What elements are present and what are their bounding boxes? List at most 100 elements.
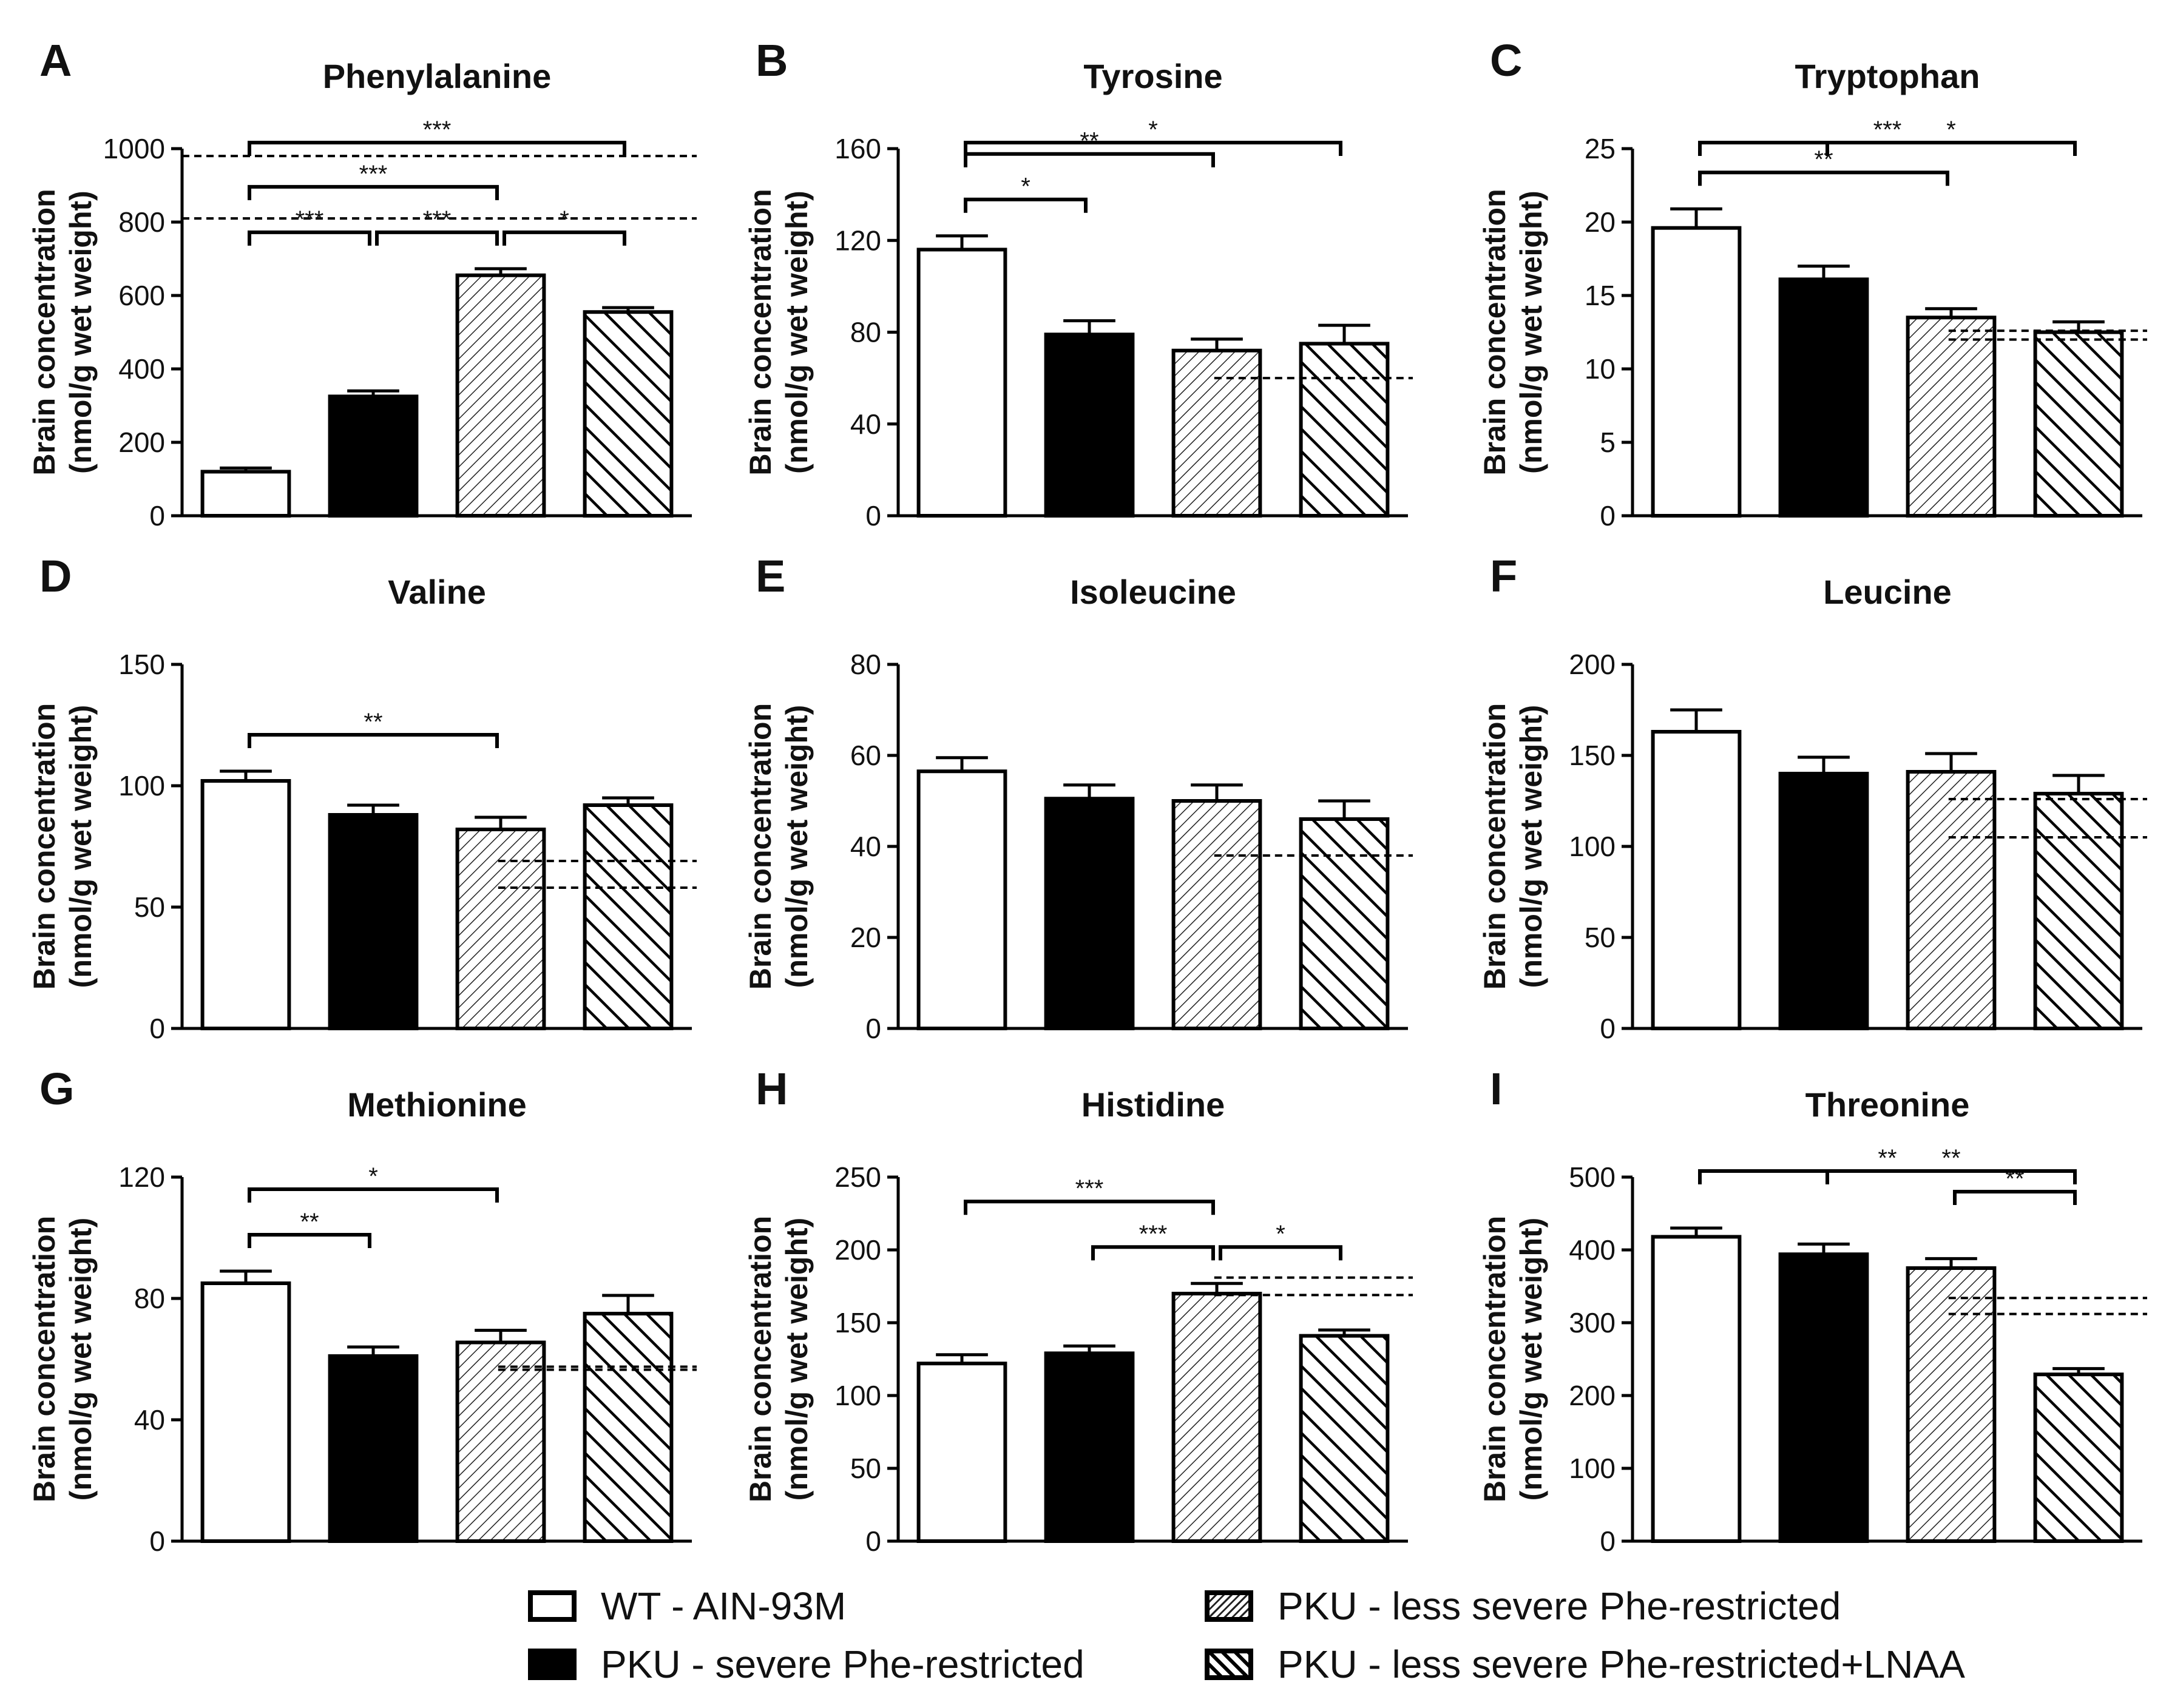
chart-title: Phenylalanine [323, 57, 552, 95]
y-axis-label: Brain concentration [743, 703, 777, 990]
significance-bracket [964, 152, 1215, 167]
bar-wt [200, 779, 291, 1030]
y-tick-label: 0 [149, 500, 165, 532]
significance-bracket [248, 230, 371, 246]
bar-lnaa [1299, 1334, 1390, 1544]
panel-letter: I [1490, 1064, 1503, 1114]
y-axis-unit-label: (nmol/g wet weight) [64, 705, 98, 988]
y-tick-label: 20 [850, 922, 881, 953]
bar-less-severe [1906, 316, 1997, 518]
significance-label: *** [423, 206, 452, 233]
y-axis-unit-label: (nmol/g wet weight) [1514, 705, 1548, 988]
bar-lnaa [2033, 1372, 2124, 1543]
panel-isoleucine: E Isoleucine Brain concentration (nmol/g we… [743, 551, 1413, 1044]
y-tick-label: 200 [1569, 1380, 1616, 1411]
significance-bracket [1953, 1190, 2077, 1205]
significance-label: *** [1139, 1221, 1168, 1247]
bar-wt [1651, 226, 1742, 518]
bar-lnaa [1299, 342, 1390, 518]
bar-less-severe [1171, 348, 1262, 518]
y-tick-label: 0 [1600, 1525, 1616, 1557]
y-tick-label: 300 [1569, 1307, 1616, 1338]
significance-label: *** [359, 161, 388, 187]
significance-label: *** [296, 206, 324, 233]
y-tick-label: 0 [865, 1525, 881, 1557]
y-tick-label: 80 [850, 649, 881, 680]
y-axis-unit-label: (nmol/g wet weight) [1514, 1218, 1548, 1501]
significance-bracket [248, 184, 499, 200]
significance-bracket [1826, 1169, 2077, 1184]
y-tick-label: 120 [118, 1161, 165, 1193]
significance-label: ** [300, 1209, 319, 1235]
chart-title: Leucine [1823, 573, 1952, 611]
bar-wt [200, 470, 291, 518]
y-axis-label: Brain concentration [1478, 189, 1512, 475]
y-tick-label: 400 [1569, 1234, 1616, 1266]
bar-less-severe [1906, 770, 1997, 1030]
bar-wt [1651, 730, 1742, 1030]
chart-title: Histidine [1081, 1085, 1225, 1124]
panel-tyrosine: B Tyrosine Brain concentration (nmol/g wet … [743, 35, 1413, 532]
y-tick-label: 10 [1585, 353, 1616, 385]
y-tick-label: 60 [850, 740, 881, 771]
significance-bracket [1091, 1245, 1215, 1261]
y-tick-label: 40 [134, 1404, 165, 1436]
significance-bracket [1698, 141, 2077, 156]
significance-bracket [1826, 141, 2077, 156]
bar-wt [1651, 1235, 1742, 1544]
panel-histidine: H Histidine Brain concentration (nmol/g wet… [743, 1064, 1413, 1557]
y-tick-label: 100 [1569, 831, 1616, 862]
panel-leucine: F Leucine Brain concentration (nmol/g wet w… [1478, 551, 2147, 1044]
y-axis-unit-label: (nmol/g wet weight) [64, 191, 98, 474]
y-axis-label: Brain concentration [743, 1216, 777, 1502]
chart-title: Tryptophan [1795, 57, 1980, 95]
y-axis-label: Brain concentration [27, 189, 61, 475]
bar-lnaa [583, 1312, 674, 1543]
y-tick-label: 1000 [103, 133, 165, 164]
bar-lnaa [2033, 330, 2124, 518]
significance-bracket [964, 1200, 1215, 1215]
significance-label: * [1276, 1221, 1285, 1247]
bar-lnaa [583, 310, 674, 518]
panel-letter: G [39, 1064, 75, 1114]
y-tick-label: 50 [850, 1453, 881, 1484]
bar-less-severe [455, 828, 546, 1030]
y-tick-label: 0 [149, 1013, 165, 1044]
chart-title: Isoleucine [1070, 573, 1236, 611]
bar-lnaa [583, 803, 674, 1030]
y-tick-label: 40 [850, 831, 881, 862]
significance-label: * [368, 1163, 378, 1190]
panel-letter: H [756, 1064, 788, 1114]
significance-label: ** [1941, 1145, 1960, 1172]
panel-tryptophan: C Tryptophan Brain concentration (nmol/g we… [1478, 35, 2147, 532]
panel-threonine: I Threonine Brain concentration (nmol/g wet… [1478, 1064, 2147, 1557]
y-tick-label: 200 [834, 1234, 881, 1266]
significance-bracket [248, 1233, 371, 1248]
y-tick-label: 80 [134, 1283, 165, 1314]
y-tick-label: 0 [865, 1013, 881, 1044]
bar-lnaa [2033, 792, 2124, 1030]
y-tick-label: 80 [850, 317, 881, 348]
y-axis-unit-label: (nmol/g wet weight) [64, 1218, 98, 1501]
chart-title: Threonine [1805, 1085, 1970, 1124]
chart-title: Valine [388, 573, 486, 611]
bar-severe [1778, 277, 1869, 518]
bar-severe [328, 1354, 419, 1543]
y-tick-label: 150 [834, 1307, 881, 1338]
y-axis-unit-label: (nmol/g wet weight) [1514, 191, 1548, 474]
panel-letter: D [39, 551, 72, 601]
bar-severe [1044, 1351, 1135, 1543]
y-tick-label: 0 [1600, 1013, 1616, 1044]
y-tick-label: 5 [1600, 427, 1616, 458]
bar-severe [328, 394, 419, 518]
significance-label: *** [1075, 1175, 1104, 1202]
y-axis-unit-label: (nmol/g wet weight) [780, 191, 814, 474]
y-axis-unit-label: (nmol/g wet weight) [780, 705, 814, 988]
significance-bracket [248, 141, 626, 156]
significance-label: ** [1878, 1145, 1897, 1172]
y-tick-label: 250 [834, 1161, 881, 1193]
y-tick-label: 0 [1600, 500, 1616, 532]
y-axis-label: Brain concentration [27, 1216, 61, 1502]
y-axis-label: Brain concentration [743, 189, 777, 475]
